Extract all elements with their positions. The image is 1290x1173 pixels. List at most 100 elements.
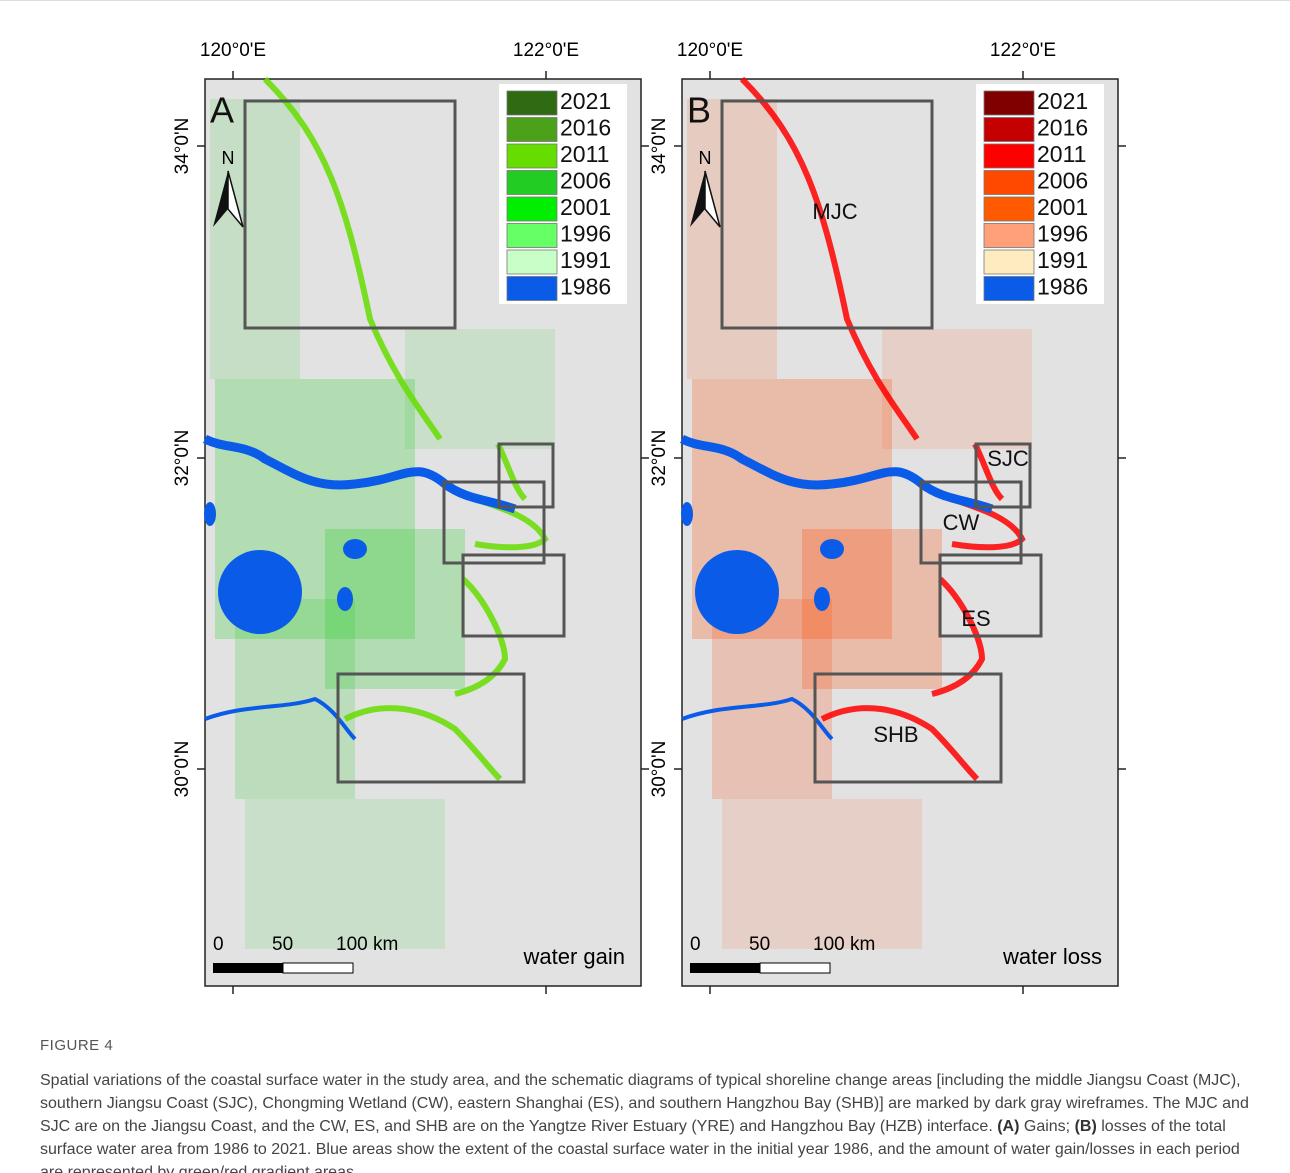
legend-label: 2006	[560, 168, 611, 194]
river	[681, 696, 834, 741]
scale-bar	[282, 962, 354, 974]
legend-label: 2001	[1037, 194, 1088, 220]
region-label: SJC	[987, 446, 1029, 471]
north-arrow	[227, 170, 244, 228]
wireframe	[336, 672, 526, 784]
legend-label: 1986	[1037, 274, 1088, 300]
legend-label: 2011	[560, 141, 609, 167]
legend-swatch	[983, 117, 1035, 142]
legend-swatch	[983, 170, 1035, 195]
scale-bar	[759, 962, 831, 974]
lake	[343, 539, 367, 559]
legend-swatch	[983, 276, 1035, 301]
region-label: SHB	[873, 722, 918, 747]
river	[679, 434, 994, 514]
scale-bar	[690, 963, 760, 973]
lake	[337, 587, 353, 611]
river	[204, 696, 357, 741]
wireframe	[974, 442, 1032, 509]
legend-label: 2006	[1037, 168, 1088, 194]
wireframe	[497, 442, 555, 509]
legend-label: 1996	[560, 221, 611, 247]
x-axis-label: 120°0'E	[200, 40, 266, 61]
caption-text: losses of the total surface water area f…	[40, 1118, 1240, 1173]
y-axis-label: 34°0'N	[172, 118, 193, 175]
scale-label: 0	[213, 934, 224, 955]
legend-label: 2001	[560, 194, 611, 220]
wireframe	[243, 99, 457, 330]
legend-label: 2011	[1037, 141, 1086, 167]
lake	[681, 502, 693, 526]
legend-swatch	[506, 170, 558, 195]
scale-label: 100 km	[813, 934, 875, 955]
caption: Spatial variations of the coastal surfac…	[40, 1069, 1255, 1173]
map-panel: MJCSJCCWESSHBBN2021201620112006200119961…	[679, 76, 1119, 987]
lake	[820, 539, 844, 559]
legend-label: 1991	[1037, 247, 1088, 273]
region-label: MJC	[812, 199, 857, 224]
change-area	[405, 329, 555, 449]
scale-label: 50	[749, 934, 770, 955]
legend-label: 1996	[1037, 221, 1088, 247]
change-area	[687, 99, 777, 379]
x-axis-label: 122°0'E	[990, 40, 1056, 61]
lake	[204, 502, 216, 526]
scale-bar	[213, 963, 283, 973]
legend-swatch	[506, 143, 558, 169]
legend-swatch	[983, 223, 1035, 248]
legend-label: 1986	[560, 274, 611, 300]
change-area	[882, 329, 1032, 449]
legend-swatch	[506, 117, 558, 142]
change-area	[210, 99, 300, 379]
panel-letter: B	[687, 90, 711, 131]
y-axis-label: 30°0'N	[172, 741, 193, 798]
legend-swatch	[506, 223, 558, 248]
north-label: N	[699, 148, 712, 168]
caption-label: FIGURE 4	[40, 1037, 114, 1054]
legend-swatch	[983, 143, 1035, 169]
region-label: CW	[943, 510, 980, 535]
region-label: ES	[961, 606, 990, 631]
x-axis-label: 122°0'E	[513, 40, 579, 61]
panel-letter: A	[210, 90, 234, 131]
wireframe	[813, 672, 1003, 784]
caption-text: Gains;	[1019, 1118, 1075, 1135]
legend-label: 1991	[560, 247, 611, 273]
legend-swatch	[506, 276, 558, 301]
wireframe	[442, 480, 546, 565]
y-axis-label: 32°0'N	[172, 430, 193, 487]
river	[202, 434, 517, 514]
x-axis-label: 120°0'E	[677, 40, 743, 61]
legend-label: 2021	[1037, 88, 1088, 114]
corner-label: water gain	[522, 944, 625, 969]
legend-swatch	[506, 196, 558, 222]
y-axis-label: 32°0'N	[649, 430, 670, 487]
change-area	[245, 799, 445, 949]
caption-bold: (A)	[997, 1118, 1020, 1135]
legend-label: 2016	[560, 115, 611, 141]
legend-swatch	[506, 90, 558, 116]
legend-label: 2021	[560, 88, 611, 114]
wireframe	[461, 553, 566, 638]
north-arrow	[704, 170, 721, 228]
scale-label: 50	[272, 934, 293, 955]
legend-swatch	[983, 90, 1035, 116]
lake	[814, 587, 830, 611]
y-axis-label: 30°0'N	[649, 741, 670, 798]
lake	[218, 550, 302, 634]
legend-label: 2016	[1037, 115, 1088, 141]
scale-label: 0	[690, 934, 701, 955]
caption-bold: (B)	[1074, 1118, 1097, 1135]
y-axis-label: 34°0'N	[649, 118, 670, 175]
change-area	[722, 799, 922, 949]
lake	[695, 550, 779, 634]
wireframe	[919, 480, 1023, 565]
legend-swatch	[983, 196, 1035, 222]
wireframe	[720, 99, 934, 330]
legend-swatch	[983, 249, 1035, 275]
scale-label: 100 km	[336, 934, 398, 955]
